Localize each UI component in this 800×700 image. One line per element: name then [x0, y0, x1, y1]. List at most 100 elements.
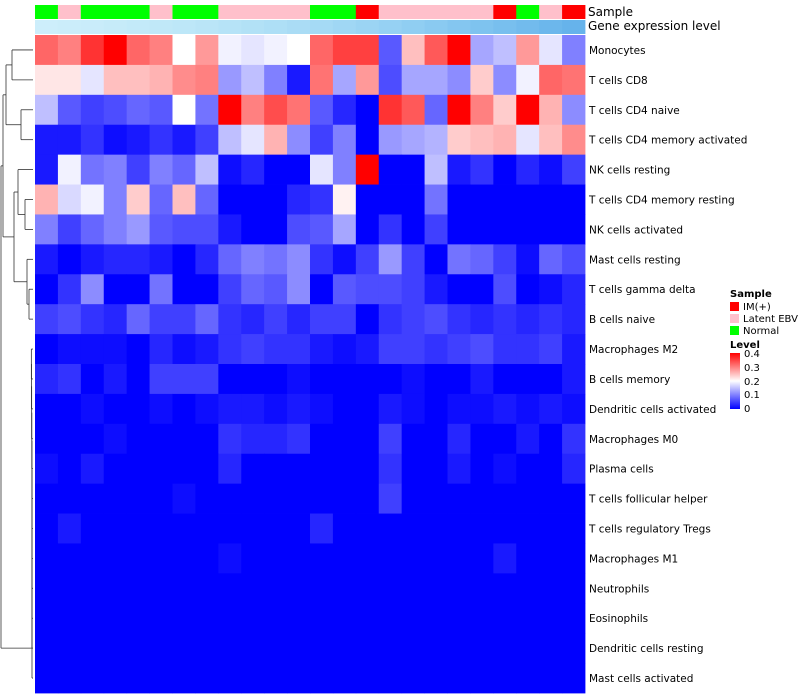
- gene-level-cell-7: [172, 20, 196, 34]
- heatmap-cell: [562, 603, 586, 634]
- heatmap-cell: [57, 633, 82, 664]
- heatmap-cell: [493, 663, 517, 694]
- row-label-mast-cells-activated: Mast cells activated: [589, 673, 693, 685]
- heatmap-cell: [218, 483, 242, 514]
- heatmap-cell: [539, 214, 563, 245]
- heatmap-cell: [172, 304, 196, 335]
- heatmap-cell: [447, 244, 471, 275]
- heatmap-cell: [195, 423, 219, 455]
- heatmap-cell: [172, 393, 196, 425]
- sample-cell-10: [241, 5, 265, 19]
- heatmap-cell: [241, 244, 265, 275]
- sample-cell-17: [401, 5, 425, 19]
- heatmap-cell: [241, 483, 265, 514]
- row-label-t-cells-cd8: T cells CD8: [588, 75, 648, 87]
- gene-level-cell-13: [310, 20, 334, 34]
- heatmap-cell: [57, 214, 82, 245]
- heatmap-cell: [562, 543, 586, 574]
- heatmap-cell: [172, 483, 196, 514]
- heatmap-cell: [332, 35, 357, 66]
- heatmap-cell: [539, 423, 563, 455]
- sample-cell-14: [332, 5, 357, 19]
- heatmap-cell: [470, 94, 494, 126]
- heatmap-cell: [516, 304, 540, 335]
- heatmap-cell: [447, 274, 471, 305]
- heatmap-cell: [35, 513, 59, 544]
- heatmap-cell: [149, 453, 173, 485]
- legend-swatch-latent-ebv: [730, 314, 739, 323]
- gene-level-cell-19: [447, 20, 471, 34]
- heatmap-cell: [332, 423, 357, 455]
- heatmap-cell: [218, 334, 242, 365]
- heatmap-cell: [516, 603, 540, 634]
- heatmap-cell: [57, 334, 82, 365]
- heatmap-cell: [264, 364, 288, 395]
- heatmap-cell: [149, 513, 173, 544]
- heatmap-cell: [35, 483, 59, 514]
- heatmap-cell: [80, 154, 105, 185]
- heatmap-cell: [195, 573, 219, 604]
- heatmap-cell: [218, 214, 242, 245]
- heatmap-cell: [195, 214, 219, 245]
- heatmap-cell: [80, 573, 105, 604]
- sample-cell-19: [447, 5, 471, 19]
- heatmap-cell: [539, 304, 563, 335]
- heatmap-cell: [401, 35, 425, 66]
- heatmap-cell: [378, 244, 403, 275]
- heatmap-cell: [378, 603, 403, 634]
- heatmap-cell: [218, 633, 242, 664]
- heatmap-cell: [80, 184, 105, 215]
- heatmap-cell: [310, 94, 334, 126]
- heatmap-cell: [447, 633, 471, 664]
- heatmap-cell: [493, 244, 517, 275]
- heatmap-cell: [470, 334, 494, 365]
- heatmap-cell: [218, 154, 242, 185]
- heatmap-cell: [310, 274, 334, 305]
- heatmap-cell: [539, 603, 563, 634]
- heatmap-cell: [562, 214, 586, 245]
- heatmap-cell: [35, 94, 59, 126]
- heatmap-cell: [126, 633, 150, 664]
- heatmap-cell: [470, 214, 494, 245]
- heatmap-cell: [355, 334, 380, 365]
- heatmap-cell: [80, 94, 105, 126]
- heatmap-cell: [103, 663, 128, 694]
- heatmap-cell: [149, 364, 173, 395]
- heatmap-cell: [57, 603, 82, 634]
- legend-swatch-im: [730, 302, 739, 311]
- heatmap-cell: [539, 274, 563, 305]
- heatmap-cell: [103, 334, 128, 365]
- heatmap-cell: [195, 35, 219, 66]
- heatmap-cell: [493, 64, 517, 96]
- heatmap-cell: [447, 483, 471, 514]
- heatmap-cell: [241, 663, 265, 694]
- heatmap-cell: [332, 573, 357, 604]
- heatmap-cell: [287, 244, 311, 275]
- heatmap-cell: [401, 64, 425, 96]
- legend-label-latent-ebv: Latent EBV: [743, 314, 798, 325]
- heatmap-cell: [264, 274, 288, 305]
- heatmap-cell: [378, 214, 403, 245]
- gene-level-cell-21: [493, 20, 517, 34]
- heatmap-cell: [195, 124, 219, 156]
- heatmap-cell: [126, 274, 150, 305]
- heatmap-cell: [264, 35, 288, 66]
- heatmap-cell: [80, 244, 105, 275]
- gene-level-cell-15: [355, 20, 380, 34]
- heatmap-cell: [80, 393, 105, 425]
- heatmap-cell: [35, 124, 59, 156]
- heatmap-cell: [195, 453, 219, 485]
- heatmap-cell: [332, 453, 357, 485]
- row-label-t-cells-cd4-naive: T cells CD4 naive: [588, 105, 680, 117]
- heatmap-cell: [424, 214, 448, 245]
- heatmap-cell: [516, 423, 540, 455]
- heatmap-cell: [447, 423, 471, 455]
- heatmap-cell: [332, 184, 357, 215]
- heatmap-cell: [355, 453, 380, 485]
- heatmap-cell: [332, 244, 357, 275]
- heatmap-cell: [149, 214, 173, 245]
- heatmap-cell: [516, 334, 540, 365]
- heatmap-cell: [57, 64, 82, 96]
- heatmap-cell: [264, 124, 288, 156]
- heatmap-cell: [103, 513, 128, 544]
